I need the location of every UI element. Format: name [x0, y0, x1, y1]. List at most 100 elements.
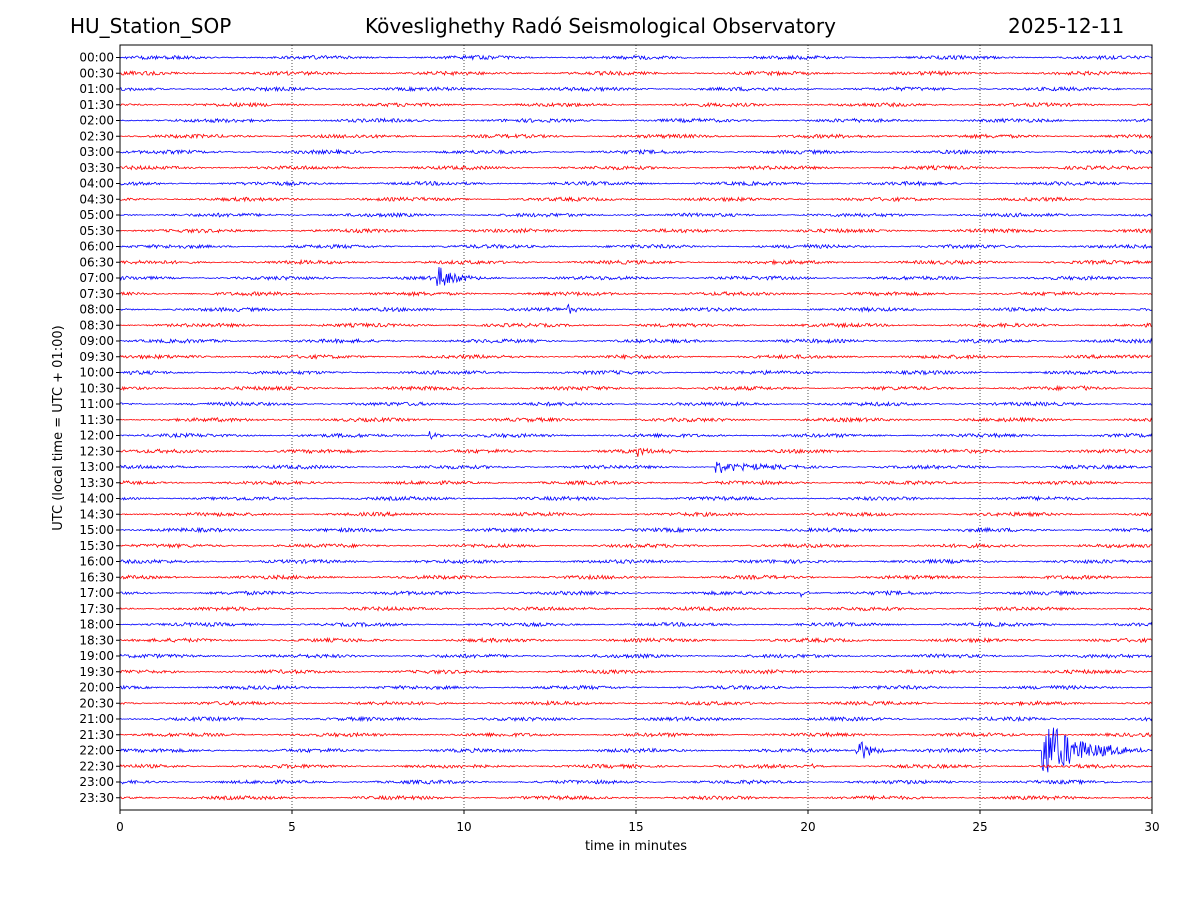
y-tick-label-1500: 15:00 [79, 523, 114, 537]
y-tick-label-1100: 11:00 [79, 397, 114, 411]
trace-1800 [119, 621, 1153, 628]
y-tick-label-0500: 05:00 [79, 208, 114, 222]
y-tick-label-0900: 09:00 [79, 334, 114, 348]
y-tick-label-1930: 19:30 [79, 665, 114, 679]
trace-1900 [119, 652, 1153, 659]
trace-1830 [120, 636, 1153, 644]
trace-2230 [119, 762, 1153, 770]
y-tick-label-0430: 04:30 [79, 192, 114, 206]
trace-1330 [119, 479, 1153, 486]
trace-0000 [119, 54, 1153, 61]
trace-0830 [119, 321, 1153, 329]
trace-0600 [119, 243, 1153, 250]
y-tick-label-1000: 10:00 [79, 366, 114, 380]
trace-0500 [119, 211, 1153, 218]
y-tick-label-2100: 21:00 [79, 712, 114, 726]
y-tick-label-2330: 23:30 [79, 791, 114, 805]
station-name: HU_Station_SOP [70, 14, 232, 38]
trace-1930 [119, 668, 1153, 675]
y-tick-label-1400: 14:00 [79, 492, 114, 506]
y-tick-label-1200: 12:00 [79, 429, 114, 443]
trace-1300 [119, 461, 1153, 474]
trace-2030 [119, 699, 1153, 707]
y-tick-label-1530: 15:30 [79, 539, 114, 553]
seismogram-traces [119, 54, 1153, 801]
x-tick-label-5: 5 [288, 820, 296, 834]
y-tick-label-2200: 22:00 [79, 744, 114, 758]
trace-1400 [119, 495, 1153, 502]
trace-0900 [119, 337, 1153, 345]
y-tick-label-0400: 04:00 [79, 177, 114, 191]
trace-0200 [119, 117, 1153, 124]
x-tick-label-10: 10 [456, 820, 471, 834]
trace-2330 [119, 794, 1153, 801]
y-tick-label-1430: 14:30 [79, 507, 114, 521]
trace-0430 [119, 196, 1153, 203]
x-tick-label-15: 15 [628, 820, 643, 834]
trace-0030 [119, 70, 1153, 77]
y-tick-label-1600: 16:00 [79, 555, 114, 569]
y-tick-label-1230: 12:30 [79, 444, 114, 458]
y-axis-label: UTC (local time = UTC + 01:00) [51, 325, 66, 530]
y-tick-label-2000: 20:00 [79, 681, 114, 695]
y-tick-label-2230: 22:30 [79, 759, 114, 773]
x-axis-label: time in minutes [585, 839, 687, 854]
trace-1500 [119, 526, 1153, 534]
trace-0930 [119, 353, 1152, 361]
trace-1430 [119, 511, 1153, 518]
y-tick-label-1130: 11:30 [79, 413, 114, 427]
trace-0730 [119, 290, 1153, 298]
trace-0330 [119, 164, 1153, 171]
y-tick-label-0030: 00:30 [79, 66, 114, 80]
y-tick-label-1330: 13:30 [79, 476, 114, 490]
trace-0230 [119, 133, 1153, 140]
x-tick-label-0: 0 [116, 820, 124, 834]
trace-1700 [119, 589, 1153, 598]
trace-1630 [119, 573, 1153, 581]
observatory-title: Köveslighethy Radó Seismological Observa… [365, 14, 836, 38]
y-tick-label-1830: 18:30 [79, 633, 114, 647]
trace-0100 [119, 85, 1153, 93]
y-tick-label-1630: 16:30 [79, 570, 114, 584]
y-tick-label-1730: 17:30 [79, 602, 114, 616]
y-tick-label-1030: 10:30 [79, 381, 114, 395]
y-tick-label-0830: 08:30 [79, 318, 114, 332]
trace-1600 [119, 558, 1153, 565]
x-tick-label-20: 20 [800, 820, 815, 834]
y-tick-label-2030: 20:30 [79, 696, 114, 710]
trace-2100 [119, 715, 1153, 723]
trace-1530 [120, 542, 1153, 550]
trace-2000 [119, 684, 1153, 691]
y-tick-label-0300: 03:00 [79, 145, 114, 159]
trace-0800 [119, 303, 1153, 314]
trace-0130 [119, 101, 1153, 108]
y-tick-label-0800: 08:00 [79, 303, 114, 317]
y-tick-label-0930: 09:30 [79, 350, 114, 364]
trace-1030 [119, 384, 1152, 392]
y-tick-label-1900: 19:00 [79, 649, 114, 663]
y-tick-label-0330: 03:30 [79, 161, 114, 175]
y-tick-label-0130: 01:30 [79, 98, 114, 112]
y-tick-label-0530: 05:30 [79, 224, 114, 238]
trace-1000 [119, 369, 1153, 376]
y-tick-label-1300: 13:00 [79, 460, 114, 474]
trace-2300 [119, 778, 1153, 786]
trace-0630 [119, 258, 1153, 266]
y-tick-label-0700: 07:00 [79, 271, 114, 285]
trace-1130 [119, 416, 1153, 424]
y-tick-label-1700: 17:00 [79, 586, 114, 600]
y-tick-label-2300: 23:00 [79, 775, 114, 789]
y-tick-label-0000: 00:00 [79, 51, 114, 65]
trace-2200 [119, 727, 1153, 773]
grid-lines [291, 45, 981, 810]
x-tick-label-25: 25 [972, 820, 987, 834]
y-tick-label-0100: 01:00 [79, 82, 114, 96]
trace-0530 [119, 227, 1153, 234]
trace-1100 [119, 400, 1153, 407]
y-tick-label-0230: 02:30 [79, 129, 114, 143]
trace-2130 [119, 731, 1153, 739]
trace-1230 [119, 447, 1153, 457]
y-tick-label-2130: 21:30 [79, 728, 114, 742]
